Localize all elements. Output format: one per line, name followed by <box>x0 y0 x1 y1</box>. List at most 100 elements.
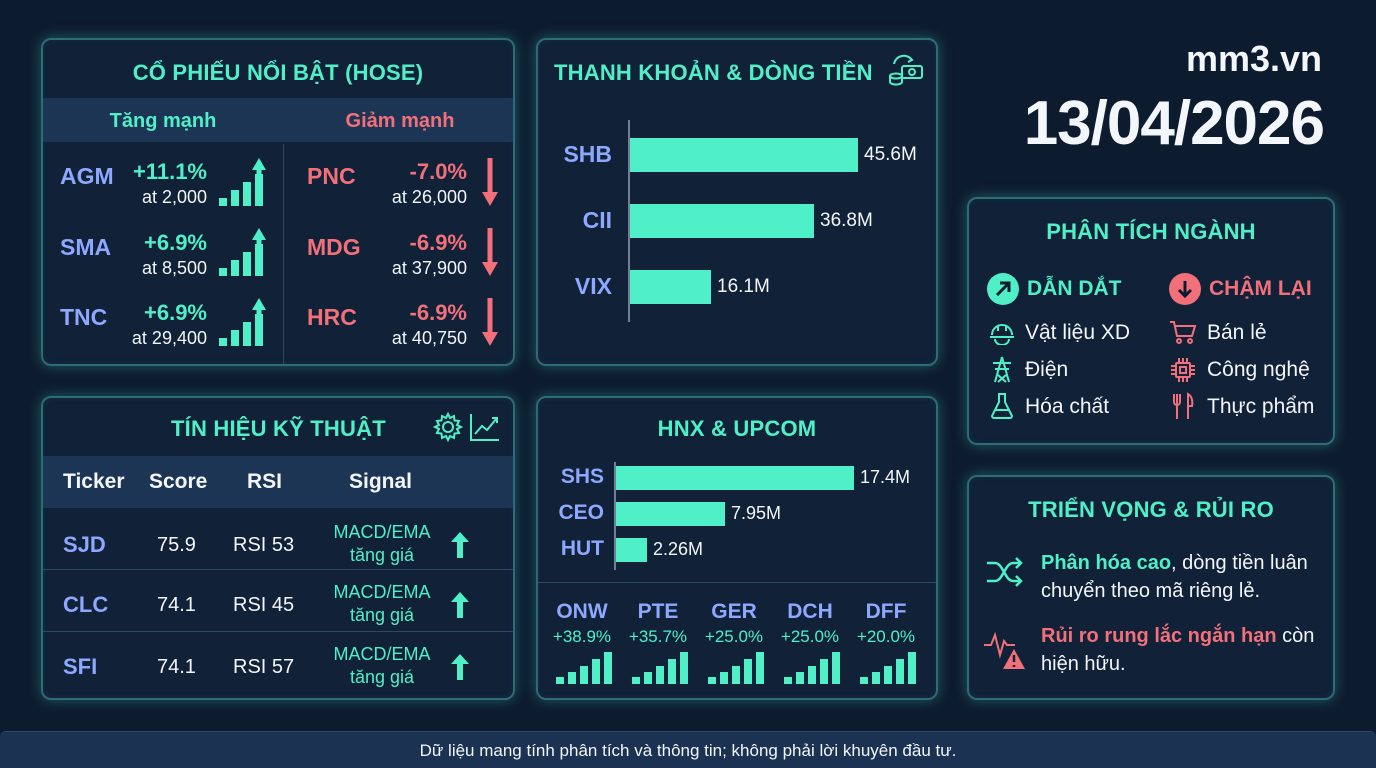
row-ticker: SFI <box>63 654 98 679</box>
column-header: Score <box>149 470 208 493</box>
table-row[interactable]: SJD 75.9 RSI 53 MACD/EMA tăng giá <box>43 510 513 570</box>
up-arrow-icon <box>451 654 469 680</box>
up-arrow-icon <box>252 228 266 276</box>
sector-lagging-item: Bán lẻ <box>1207 321 1267 344</box>
mover-change: +38.9% <box>552 627 612 646</box>
chip-icon <box>1171 358 1195 382</box>
gainer-price: at 29,400 <box>131 328 207 348</box>
mover-bars-icon <box>632 650 688 684</box>
gainers-label: Tăng mạnh <box>109 110 217 132</box>
mover-change: +20.0% <box>856 627 916 646</box>
up-arrow-icon <box>252 158 266 206</box>
row-rsi: RSI 53 <box>233 534 295 556</box>
table-row[interactable]: CLC 74.1 RSI 45 MACD/EMA tăng giá <box>43 572 513 632</box>
up-arrow-icon <box>451 532 469 558</box>
loser-ticker: MDG <box>307 234 361 260</box>
row-ticker: SJD <box>63 532 106 557</box>
hardhat-icon <box>990 324 1014 345</box>
mover-ticker: ONW <box>556 600 608 623</box>
bar-value-label: 17.4M <box>860 467 911 488</box>
row-signal-line1: MACD/EMA <box>333 644 431 664</box>
loser-change: -6.9% <box>409 300 467 325</box>
bar-value-label: 36.8M <box>820 209 873 231</box>
bar-ticker-label: SHS <box>560 464 604 488</box>
hnx-panel: HNX & UPCOM SHS 17.4M CEO 7.95M HUT 2.26M ONW… <box>536 396 938 700</box>
site-name[interactable]: mm3.vn <box>1185 38 1322 79</box>
outlook-item-1-highlight: Phân hóa cao <box>1041 552 1172 574</box>
mover-ticker: DFF <box>865 600 907 623</box>
bar-ticker-label: HUT <box>560 536 604 560</box>
bar[interactable] <box>630 270 711 304</box>
hnx-divider <box>538 582 936 583</box>
gainer-change: +6.9% <box>144 230 207 255</box>
sector-leading-item: Vật liệu XD <box>1025 321 1131 344</box>
hose-title: CỔ PHIẾU NỔI BẬT (HOSE) <box>132 60 424 85</box>
sector-lagging-item: Thực phẩm <box>1207 395 1315 418</box>
liquidity-axis <box>628 120 630 322</box>
gainer-ticker: TNC <box>60 304 108 330</box>
mover-ticker: PTE <box>637 600 679 623</box>
row-ticker: CLC <box>63 592 109 617</box>
liquidity-panel: THANH KHOẢN & DÒNG TIỀN SHB 45.6M CII 36.8M… <box>536 38 938 366</box>
row-score: 74.1 <box>157 656 196 678</box>
sector-title: PHÂN TÍCH NGÀNH <box>1046 219 1256 244</box>
loser-change: -6.9% <box>409 230 467 255</box>
bar[interactable] <box>616 538 647 562</box>
mover-ticker: DCH <box>787 600 833 623</box>
bar-value-label: 45.6M <box>864 143 917 165</box>
shuffle-icon <box>987 557 1023 587</box>
loser-change: -7.0% <box>409 159 467 184</box>
row-signal-line2: tăng giá <box>349 667 415 687</box>
bar[interactable] <box>630 204 814 238</box>
row-rsi: RSI 45 <box>233 594 295 616</box>
bar[interactable] <box>616 466 854 490</box>
gainer-ticker: AGM <box>60 163 114 189</box>
flask-icon <box>990 393 1014 419</box>
mover-change: +35.7% <box>628 627 688 646</box>
outlook-item-2-highlight: Rủi ro rung lắc ngắn hạn <box>1041 625 1277 647</box>
sector-lagging-item: Công nghệ <box>1207 358 1310 381</box>
loser-ticker: HRC <box>307 304 357 330</box>
leading-label: DẪN DẮT <box>1027 277 1122 300</box>
outlook-panel: TRIỂN VỌNG & RỦI RO Phân hóa cao, dòng t… <box>967 475 1335 700</box>
mover-bars-icon <box>784 650 840 684</box>
fork-knife-icon <box>1173 392 1194 419</box>
mover-change: +25.0% <box>704 627 764 646</box>
report-date: 13/04/2026 <box>1023 89 1325 158</box>
outlook-item-1-text: , dòng tiền luân chuyển theo mã riêng lẻ… <box>1041 552 1308 602</box>
chart-line-icon[interactable] <box>469 412 501 442</box>
row-signal-line1: MACD/EMA <box>333 582 431 602</box>
sector-leading-item: Hóa chất <box>1025 395 1110 418</box>
table-row[interactable]: SFI 74.1 RSI 57 MACD/EMA tăng giá <box>43 634 513 694</box>
loser-price: at 37,900 <box>391 258 467 278</box>
lagging-label: CHẬM LẠI <box>1209 277 1312 300</box>
hose-panel: CỔ PHIẾU NỔI BẬT (HOSE) Tăng mạnh Giảm m… <box>41 38 515 366</box>
outlook-item-2: Rủi ro rung lắc ngắn hạn còn hiện hữu. <box>1041 622 1329 678</box>
hnx-title: HNX & UPCOM <box>657 416 817 441</box>
down-arrow-icon <box>482 228 498 276</box>
gainer-price: at 2,000 <box>141 187 207 207</box>
bar-value-label: 16.1M <box>717 275 770 297</box>
bar[interactable] <box>616 502 725 526</box>
loser-price: at 40,750 <box>391 328 467 348</box>
column-header: Ticker <box>63 470 125 493</box>
loser-ticker: PNC <box>307 163 356 189</box>
table-header: Ticker Score RSI Signal <box>43 456 513 508</box>
mover-change: +25.0% <box>780 627 840 646</box>
hnx-axis <box>614 462 616 570</box>
row-score: 74.1 <box>157 594 196 616</box>
bar-ticker-label: SHB <box>563 140 612 167</box>
bar[interactable] <box>630 138 858 172</box>
leading-up-icon <box>987 273 1019 305</box>
sector-leading-item: Điện <box>1025 358 1069 381</box>
bar-value-label: 7.95M <box>731 503 782 524</box>
row-signal-line2: tăng giá <box>349 545 415 565</box>
gear-icon[interactable] <box>433 412 463 442</box>
gainer-ticker: SMA <box>60 234 112 260</box>
outlook-item-1: Phân hóa cao, dòng tiền luân chuyển theo… <box>1041 549 1329 605</box>
cart-icon <box>1170 321 1197 344</box>
gainer-change: +11.1% <box>132 159 207 184</box>
power-tower-icon <box>993 356 1011 383</box>
mover-bars-icon <box>708 650 764 684</box>
down-arrow-icon <box>482 298 498 346</box>
